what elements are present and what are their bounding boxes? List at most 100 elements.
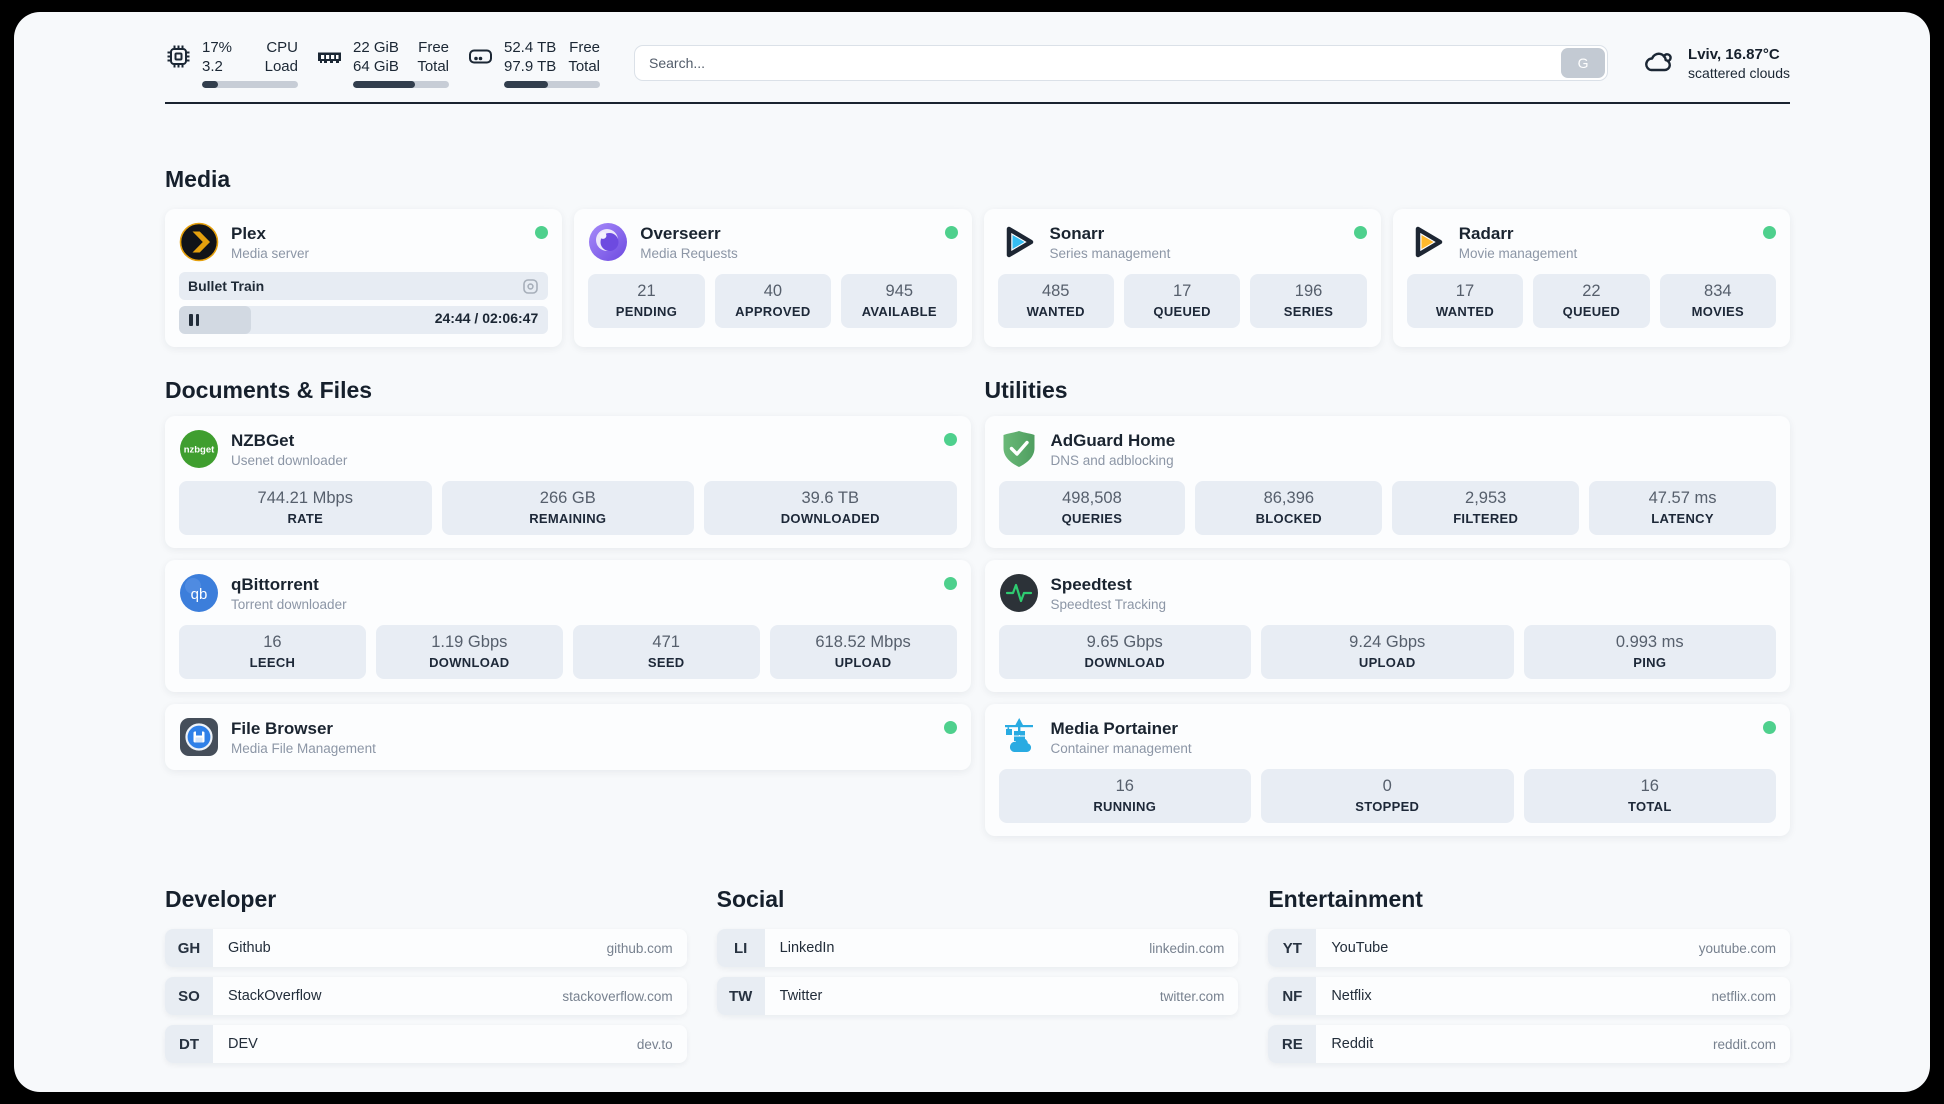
- app-title: qBittorrent: [231, 574, 319, 594]
- cpu-label: CPU: [266, 39, 298, 56]
- section-social: Social LI LinkedIn linkedin.com TW Twitt…: [716, 886, 1239, 1063]
- stat-series: 196 SERIES: [1250, 274, 1367, 328]
- stat-pending: 21 PENDING: [588, 274, 705, 328]
- link-github[interactable]: GH Github github.com: [165, 929, 687, 967]
- app-title: Radarr: [1458, 223, 1514, 243]
- weather-location: Lviv, 16.87°C: [1688, 45, 1780, 63]
- link-url: stackoverflow.com: [562, 988, 673, 1004]
- ram-icon: [318, 52, 341, 63]
- link-name: YouTube: [1331, 940, 1389, 956]
- search-box: G: [634, 45, 1609, 81]
- link-name: Netflix: [1331, 988, 1372, 1004]
- app-title: AdGuard Home: [1050, 430, 1176, 450]
- disk-metric: 52.4 TB Free 97.9 TB Total: [467, 38, 600, 88]
- app-card-sonarr[interactable]: Sonarr Series management 485 WANTED 17 QUE…: [983, 209, 1381, 347]
- app-card-plex[interactable]: Plex Media server Bullet Train: [165, 209, 563, 347]
- app-title: Speedtest: [1050, 574, 1132, 594]
- app-subtitle: Media File Management: [231, 740, 376, 756]
- link-url: reddit.com: [1712, 1036, 1776, 1052]
- app-title: File Browser: [231, 718, 334, 738]
- link-reddit[interactable]: RE Reddit reddit.com: [1268, 1025, 1790, 1063]
- link-stackoverflow[interactable]: SO StackOverflow stackoverflow.com: [165, 977, 687, 1015]
- memory-metric: 22 GiB Free 64 GiB Total: [316, 38, 449, 88]
- stat-approved: 40 APPROVED: [714, 274, 832, 328]
- app-card-nzbget[interactable]: nzbget NZBGet Usenet downloader 744.21 M…: [165, 416, 971, 548]
- section-title-media: Media: [165, 166, 231, 192]
- section-title-entertainment: Entertainment: [1268, 886, 1423, 912]
- status-dot-online: [943, 433, 957, 446]
- search-engine-button[interactable]: G: [1561, 48, 1606, 78]
- section-media: Media Plex Media server: [165, 166, 1790, 347]
- cpu-progress-fill: [202, 81, 219, 88]
- section-developer: Developer GH Github github.com SO StackO…: [165, 886, 687, 1063]
- app-card-filebrowser[interactable]: File Browser Media File Management: [165, 704, 971, 770]
- link-dev[interactable]: DT DEV dev.to: [165, 1025, 687, 1063]
- app-title: Sonarr: [1049, 223, 1105, 243]
- app-subtitle: Media Requests: [640, 245, 738, 261]
- link-netflix[interactable]: NF Netflix netflix.com: [1268, 977, 1790, 1015]
- stat-latency: 47.57 ms LATENCY: [1589, 481, 1776, 535]
- status-dot-online: [944, 226, 958, 239]
- status-dot-online: [943, 577, 957, 590]
- app-card-portainer[interactable]: Media Portainer Container management 16 R…: [984, 704, 1790, 836]
- link-abbr: GH: [165, 929, 213, 967]
- app-card-adguard[interactable]: AdGuard Home DNS and adblocking 498,508 Q…: [984, 416, 1790, 548]
- link-name: DEV: [228, 1036, 258, 1052]
- qbittorrent-icon: qb: [180, 574, 218, 612]
- status-dot-online: [535, 226, 549, 239]
- stat-remaining: 266 GB REMAINING: [441, 481, 694, 535]
- stat-movies: 834 MOVIES: [1659, 274, 1776, 328]
- status-dot-online: [943, 721, 957, 734]
- svg-text:nzbget: nzbget: [184, 445, 215, 456]
- stat-leech: 16 LEECH: [179, 625, 366, 679]
- app-card-radarr[interactable]: Radarr Movie management 17 WANTED 22 QUEUE…: [1392, 209, 1790, 347]
- app-subtitle: Torrent downloader: [231, 596, 347, 612]
- app-subtitle: Container management: [1050, 740, 1192, 756]
- disk-free: 52.4 TB: [504, 39, 557, 56]
- stat-total: 16 TOTAL: [1523, 769, 1776, 823]
- ram-free: 22 GiB: [353, 39, 399, 56]
- ram-total: 64 GiB: [353, 58, 399, 75]
- section-entertainment: Entertainment YT YouTube youtube.com NF …: [1268, 886, 1790, 1063]
- link-abbr: RE: [1268, 1025, 1317, 1063]
- app-title: Plex: [231, 223, 266, 243]
- stat-queries: 498,508 QUERIES: [998, 481, 1186, 535]
- stat-download: 1.19 Gbps DOWNLOAD: [375, 625, 563, 679]
- section-title-developer: Developer: [165, 886, 277, 912]
- filebrowser-icon: [180, 718, 218, 756]
- disk-total-label: Total: [568, 58, 600, 75]
- link-name: LinkedIn: [779, 940, 835, 956]
- sonarr-icon: [1006, 226, 1033, 258]
- cpu-load: 3.2: [202, 58, 223, 75]
- pause-icon[interactable]: [189, 314, 199, 326]
- disk-progress-fill: [504, 81, 549, 88]
- link-url: twitter.com: [1159, 988, 1225, 1004]
- stat-stopped: 0 STOPPED: [1261, 769, 1514, 823]
- stat-running: 16 RUNNING: [998, 769, 1251, 823]
- status-dot-online: [1763, 721, 1776, 734]
- app-card-speedtest[interactable]: Speedtest Speedtest Tracking 9.65 Gbps DO…: [984, 560, 1790, 692]
- stat-queued: 22 QUEUED: [1533, 274, 1650, 328]
- link-url: netflix.com: [1711, 988, 1776, 1004]
- link-linkedin[interactable]: LI LinkedIn linkedin.com: [716, 929, 1239, 967]
- app-card-qbittorrent[interactable]: qb qBittorrent Torrent downloader 16 LEEC…: [165, 560, 971, 692]
- search-input[interactable]: [634, 45, 1609, 81]
- topbar-divider: [165, 102, 1790, 104]
- link-name: Github: [228, 940, 271, 956]
- now-playing-row: Bullet Train: [179, 272, 549, 300]
- app-subtitle: Series management: [1049, 245, 1171, 261]
- section-documents: Documents & Files nzbget NZBGet Usenet d…: [165, 377, 971, 836]
- link-twitter[interactable]: TW Twitter twitter.com: [716, 977, 1239, 1015]
- now-playing-title: Bullet Train: [188, 278, 265, 294]
- svg-text:qb: qb: [191, 586, 208, 603]
- stat-upload: 9.24 Gbps UPLOAD: [1261, 625, 1514, 679]
- top-bar: 17% CPU 3.2 Load 22 GiB Free 64 GiB Total: [165, 12, 1790, 92]
- link-youtube[interactable]: YT YouTube youtube.com: [1268, 929, 1790, 967]
- ram-total-label: Total: [417, 58, 449, 75]
- weather-widget: Lviv, 16.87°C scattered clouds: [1642, 45, 1790, 82]
- ram-progress-fill: [353, 81, 416, 88]
- app-card-overseerr[interactable]: Overseerr Media Requests 21 PENDING 40 APP…: [574, 209, 972, 347]
- link-url: dev.to: [636, 1036, 673, 1052]
- cpu-usage: 17%: [202, 39, 233, 56]
- plex-icon: [179, 222, 219, 262]
